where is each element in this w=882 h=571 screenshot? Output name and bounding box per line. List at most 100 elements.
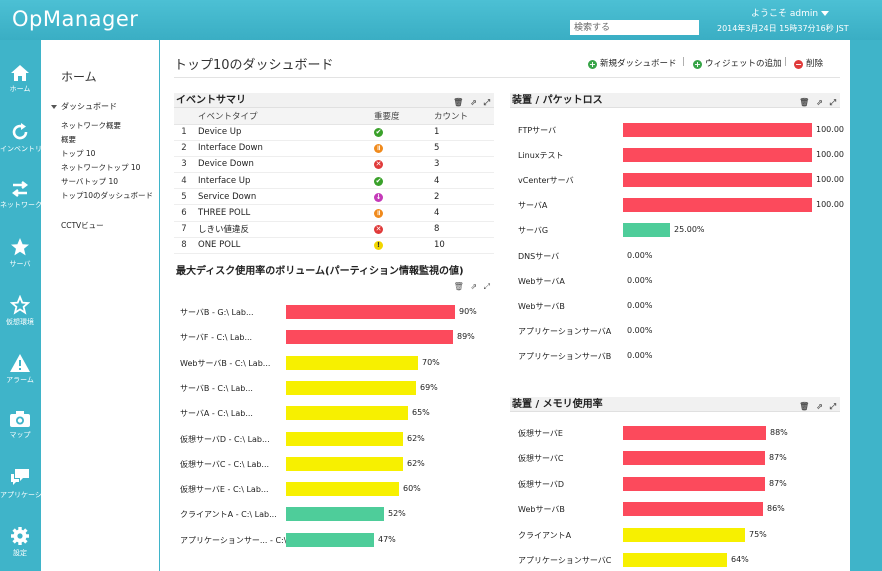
bar-label[interactable]: Linuxテスト xyxy=(518,151,564,161)
nav-section-dashboard[interactable]: ダッシュボード xyxy=(51,101,117,112)
search-input[interactable] xyxy=(570,20,699,35)
rail-item-home[interactable]: ホーム xyxy=(0,64,40,114)
event-count[interactable]: 8 xyxy=(430,221,494,238)
bar-row[interactable]: Linuxテスト 100.00 xyxy=(510,148,844,163)
bar-row[interactable]: 仮想サーバE - C:\ Lab... 60% xyxy=(174,482,494,497)
add-widget-button[interactable]: + ウィジェットの追加 xyxy=(693,57,782,69)
bar[interactable] xyxy=(286,305,455,319)
bar-row[interactable]: サーバB - G:\ Lab... 90% xyxy=(174,305,494,319)
widget-actions-icon[interactable]: 🗑 ⇗ ⤢ xyxy=(799,402,838,411)
bar-label[interactable]: アプリケーションサーバB xyxy=(518,351,612,361)
bar[interactable] xyxy=(286,406,408,421)
bar[interactable] xyxy=(623,173,812,188)
widget-actions-icon[interactable]: 🗑 ⇗ ⤢ xyxy=(453,98,492,107)
nav-item-network-overview[interactable]: ネットワーク概要 xyxy=(61,121,121,130)
event-type[interactable]: Service Down xyxy=(194,188,370,206)
bar-row[interactable]: 仮想サーバC 87% xyxy=(510,451,840,466)
bar-row[interactable]: クライアントA 75% xyxy=(510,527,840,542)
bar-row[interactable]: 仮想サーバE 88% xyxy=(510,426,840,440)
nav-item-top10[interactable]: トップ 10 xyxy=(61,149,96,158)
nav-item-server-top10[interactable]: サーバトップ 10 xyxy=(61,177,119,186)
table-row[interactable]: 7 しきい値違反 ✕ 8 xyxy=(174,221,494,238)
bar-label[interactable]: 仮想サーバD xyxy=(518,479,565,489)
bar-label[interactable]: WebサーバA xyxy=(518,276,565,286)
bar-row[interactable]: サーバA 100.00 xyxy=(510,198,844,213)
widget-actions-icon[interactable]: 🗑 ⇗ ⤢ xyxy=(453,282,492,291)
bar[interactable] xyxy=(286,456,403,471)
event-count[interactable]: 10 xyxy=(430,237,494,255)
bar[interactable] xyxy=(623,426,766,440)
bar-label[interactable]: クライアントA xyxy=(518,530,572,540)
bar[interactable] xyxy=(623,223,670,238)
bar-label[interactable]: サーバB - G:\ Lab... xyxy=(180,308,254,317)
column-header[interactable]: イベントタイプ xyxy=(194,108,370,125)
bar-label[interactable]: WebサーバB xyxy=(518,505,565,515)
event-count[interactable]: 3 xyxy=(430,156,494,174)
bar-label[interactable]: 仮想サーバC - C:\ Lab... xyxy=(180,459,270,469)
bar[interactable] xyxy=(623,553,727,567)
rail-item-server[interactable]: サーバ xyxy=(0,237,40,287)
rail-item-settings[interactable]: 設定 xyxy=(0,526,40,571)
bar[interactable] xyxy=(286,330,453,345)
table-row[interactable]: 2 Interface Down ॥ 5 xyxy=(174,140,494,157)
bar-row[interactable]: サーバG 25.00% xyxy=(510,223,840,238)
table-row[interactable]: 3 Device Down ✕ 3 xyxy=(174,156,494,174)
bar-row[interactable]: 仮想サーバD 87% xyxy=(510,476,840,491)
bar-row[interactable]: アプリケーションサー... - C:\ Lab... 47% xyxy=(174,532,494,547)
bar-row[interactable]: アプリケーションサーバB 0.00% xyxy=(510,349,840,363)
new-dashboard-button[interactable]: + 新規ダッシュボード xyxy=(588,57,677,69)
bar-label[interactable]: サーバA xyxy=(518,201,548,211)
bar[interactable] xyxy=(623,148,812,163)
event-type[interactable]: Device Down xyxy=(194,156,370,174)
table-row[interactable]: 5 Service Down ↓ 2 xyxy=(174,188,494,206)
table-row[interactable]: 4 Interface Up ✔ 4 xyxy=(174,172,494,190)
event-count[interactable]: 5 xyxy=(430,140,494,157)
bar-label[interactable]: サーバF - C:\ Lab... xyxy=(180,333,253,343)
nav-item-cctv[interactable]: CCTVビュー xyxy=(61,221,104,230)
bar-label[interactable]: サーバB - C:\ Lab... xyxy=(180,383,253,393)
event-type[interactable]: THREE POLL xyxy=(194,204,370,222)
bar[interactable] xyxy=(623,451,765,466)
bar[interactable] xyxy=(286,482,399,497)
bar[interactable] xyxy=(623,198,812,213)
bar[interactable] xyxy=(286,507,384,522)
column-header[interactable]: 重要度 xyxy=(370,108,430,125)
bar-row[interactable]: WebサーバA 0.00% xyxy=(510,274,840,288)
bar[interactable] xyxy=(286,431,403,446)
column-header[interactable] xyxy=(174,108,194,125)
delete-button[interactable]: − 削除 xyxy=(794,57,823,69)
table-row[interactable]: 6 THREE POLL ॥ 4 xyxy=(174,204,494,222)
bar-row[interactable]: FTPサーバ 100.00 xyxy=(510,123,844,137)
bar-label[interactable]: 仮想サーバE xyxy=(518,429,563,438)
bar-label[interactable]: クライアントA - C:\ Lab... xyxy=(180,510,277,520)
event-count[interactable]: 4 xyxy=(430,172,494,190)
nav-item-overview[interactable]: 概要 xyxy=(61,135,76,144)
bar-row[interactable]: WebサーバB 0.00% xyxy=(510,299,840,313)
nav-item-top10-dashboard[interactable]: トップ10のダッシュボード xyxy=(61,191,154,200)
bar[interactable] xyxy=(286,380,416,395)
bar-label[interactable]: DNSサーバ xyxy=(518,251,560,261)
event-type[interactable]: Interface Up xyxy=(194,172,370,190)
event-count[interactable]: 1 xyxy=(430,124,494,141)
bar-label[interactable]: サーバG xyxy=(518,226,549,236)
table-row[interactable]: 8 ONE POLL! 10 xyxy=(174,237,494,255)
bar-row[interactable]: WebサーバB - C:\ Lab... 70% xyxy=(174,355,494,370)
rail-item-virtual[interactable]: 仮想環境 xyxy=(0,295,40,345)
bar-label[interactable]: アプリケーションサー... - C:\ Lab... xyxy=(180,535,312,545)
event-type[interactable]: Interface Down xyxy=(194,140,370,157)
bar-row[interactable]: サーバB - C:\ Lab... 69% xyxy=(174,380,494,395)
widget-actions-icon[interactable]: 🗑 ⇗ ⤢ xyxy=(799,98,838,107)
bar-row[interactable]: サーバA - C:\ Lab... 65% xyxy=(174,406,494,421)
user-menu[interactable]: ようこそ admin xyxy=(751,6,830,19)
bar-label[interactable]: 仮想サーバD - C:\ Lab... xyxy=(180,434,270,444)
bar[interactable] xyxy=(623,527,745,542)
bar-label[interactable]: vCenterサーバ xyxy=(518,176,574,186)
rail-item-network[interactable]: ネットワーク xyxy=(0,180,42,230)
event-type[interactable]: Device Up xyxy=(194,124,370,141)
bar-row[interactable]: アプリケーションサーバC 64% xyxy=(510,553,840,567)
bar-row[interactable]: WebサーバB 86% xyxy=(510,502,840,517)
event-type[interactable]: ONE POLL xyxy=(194,237,370,255)
rail-item-map[interactable]: マップ xyxy=(0,410,40,460)
bar[interactable] xyxy=(286,355,418,370)
nav-item-network-top10[interactable]: ネットワークトップ 10 xyxy=(61,163,141,172)
